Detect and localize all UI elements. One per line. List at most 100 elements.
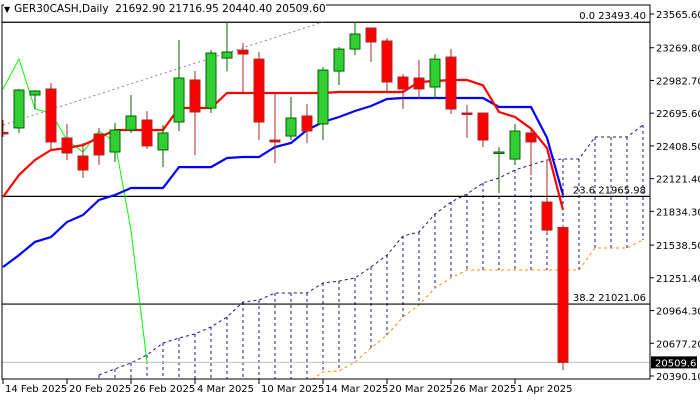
candle-body: [429, 58, 441, 88]
fibonacci-level-label: 38.2 21021.06: [573, 293, 646, 304]
date-tick-label: 26 Feb 2025: [133, 384, 195, 395]
candle-body: [93, 133, 105, 156]
candle-body: [317, 69, 329, 125]
candle-body: [269, 139, 281, 143]
date-tick-label: 14 Feb 2025: [5, 384, 67, 395]
candle[interactable]: [429, 54, 441, 99]
candle[interactable]: [557, 224, 569, 371]
candle[interactable]: [189, 70, 201, 155]
candle-body: [493, 151, 505, 155]
candle[interactable]: [461, 105, 473, 138]
candle-body: [205, 52, 217, 109]
candle-body: [349, 33, 361, 50]
candle-body: [333, 48, 345, 72]
price-tick-label: 22408.50: [656, 142, 700, 153]
candle-body: [253, 58, 265, 123]
candle[interactable]: [205, 50, 217, 114]
ohlc-readout: 21692.90 21716.95 20440.40 20509.60: [115, 3, 326, 15]
candle[interactable]: [125, 95, 137, 133]
candle[interactable]: [77, 142, 89, 178]
current-price-badge: [651, 356, 697, 369]
candle[interactable]: [253, 52, 265, 141]
candle[interactable]: [349, 22, 361, 55]
candle-body: [109, 129, 121, 153]
price-tick-label: 22982.70: [656, 76, 700, 87]
date-tick-label: 20 Mar 2025: [389, 384, 452, 395]
candle[interactable]: [445, 49, 457, 115]
candle[interactable]: [45, 83, 57, 150]
candle[interactable]: [221, 22, 233, 72]
price-tick-label: 23565.60: [656, 10, 700, 21]
date-tick-label: 4 Mar 2025: [197, 384, 254, 395]
candle[interactable]: [285, 96, 297, 141]
candle-body: [413, 77, 425, 90]
date-tick-label: 26 Mar 2025: [453, 384, 516, 395]
price-tick-label: 21251.40: [656, 274, 700, 285]
time-axis[interactable]: 14 Feb 2025 20 Feb 2025 26 Feb 2025 4 Mar 2…: [2, 379, 572, 395]
candle-body: [2, 131, 9, 135]
candle-body: [13, 89, 25, 129]
candle-body: [509, 130, 521, 160]
candle[interactable]: [237, 43, 249, 93]
candle-body: [45, 88, 57, 143]
candle-body: [365, 27, 377, 43]
candle-body: [557, 226, 569, 363]
candle-body: [477, 112, 489, 141]
candle[interactable]: [13, 88, 25, 133]
candle[interactable]: [493, 146, 505, 194]
price-axis[interactable]: 23565.60 23269.80 22982.70 22695.60 22408.50…: [650, 10, 700, 383]
candle-body: [285, 117, 297, 137]
price-tick-label: 22695.60: [656, 109, 700, 120]
price-tick-label: 22121.40: [656, 175, 700, 186]
candle-body: [189, 79, 201, 113]
chart-header: ▼ GER30CASH,Daily 21692.90 21716.95 20440…: [4, 3, 326, 15]
candle[interactable]: [541, 159, 553, 234]
candle-body: [77, 155, 89, 171]
candle[interactable]: [29, 89, 41, 110]
candle-body: [541, 201, 553, 231]
candle[interactable]: [381, 38, 393, 93]
senkou-span-b-line: [311, 239, 644, 379]
symbol-label: GER30CASH,Daily: [14, 3, 109, 15]
triangle-down-icon[interactable]: ▼: [4, 5, 11, 14]
candle[interactable]: [509, 123, 521, 166]
current-price-label: 20509.60: [655, 358, 700, 369]
candle-body: [61, 137, 73, 154]
fibonacci-level-label: 23.6 21965.98: [573, 185, 646, 196]
candle[interactable]: [61, 123, 73, 160]
candle[interactable]: [525, 130, 537, 176]
candle[interactable]: [333, 47, 345, 85]
candle-body: [525, 132, 537, 143]
price-tick-label: 20964.30: [656, 307, 700, 318]
candle[interactable]: [93, 127, 105, 166]
candle[interactable]: [269, 92, 281, 164]
date-tick-label: 1 Apr 2025: [517, 384, 572, 395]
price-tick-label: 20677.20: [656, 339, 700, 350]
candle[interactable]: [301, 104, 313, 143]
candle-body: [125, 115, 137, 131]
price-tick-label: 23269.80: [656, 44, 700, 55]
kijun-sen-line: [2, 96, 565, 268]
candle-body: [381, 40, 393, 83]
candle[interactable]: [397, 74, 409, 110]
candle[interactable]: [109, 122, 121, 163]
candle[interactable]: [365, 27, 377, 63]
candle-body: [461, 112, 473, 116]
chikou-span-line: [2, 57, 148, 363]
candle[interactable]: [477, 112, 489, 147]
candle[interactable]: [317, 67, 329, 141]
candle[interactable]: [413, 60, 425, 99]
candle[interactable]: [0, 119, 9, 137]
price-tick-label: 21538.50: [656, 241, 700, 252]
price-tick-label: 20390.10: [656, 372, 700, 383]
candle-body: [445, 56, 457, 110]
date-tick-label: 14 Mar 2025: [325, 384, 388, 395]
candle-body: [141, 119, 153, 147]
candle[interactable]: [141, 110, 153, 150]
candle[interactable]: [157, 124, 169, 167]
plot-area: [0, 21, 650, 379]
candle-body: [29, 90, 41, 96]
fibonacci-level-label: 0.0 23493.40: [579, 11, 646, 22]
candle[interactable]: [173, 40, 185, 132]
